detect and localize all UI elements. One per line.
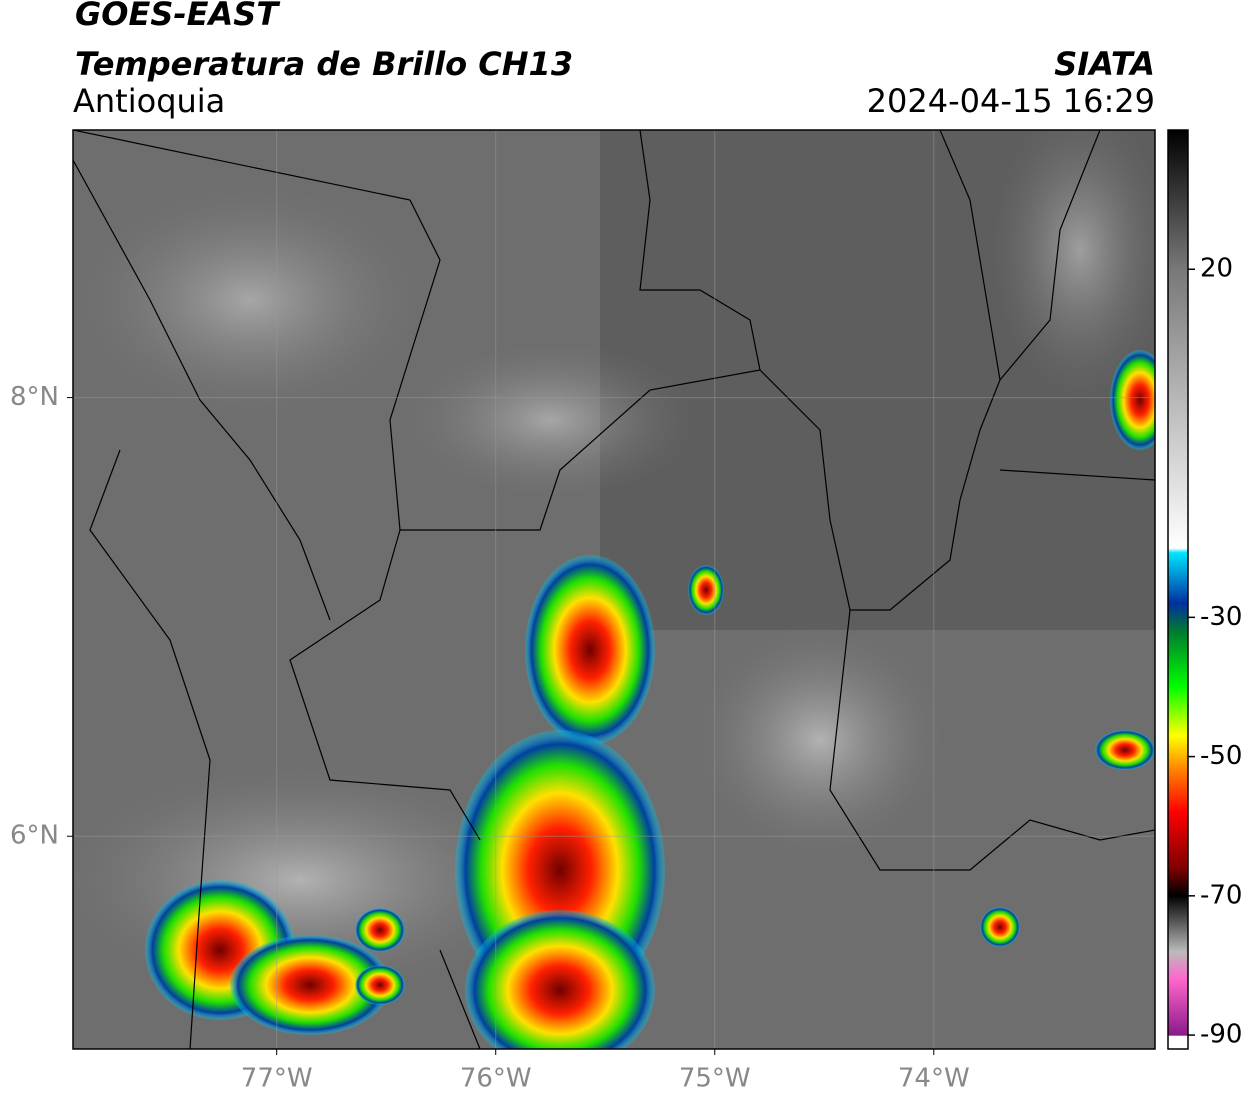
subtitle: Temperatura de Brillo CH13 xyxy=(75,45,573,83)
x-tick-label: 75°W xyxy=(679,1064,751,1094)
colorbar-tick-label: -90 xyxy=(1200,1020,1242,1050)
colorbar-tick-label: -30 xyxy=(1200,602,1242,632)
source: SIATA xyxy=(1054,45,1155,83)
colorbar-tick-label: 20 xyxy=(1200,254,1233,284)
colorbar-tick-label: -50 xyxy=(1200,741,1242,771)
y-tick-label: 8°N xyxy=(10,382,59,412)
x-tick-label: 74°W xyxy=(898,1064,970,1094)
region: Antioquia xyxy=(73,82,225,120)
grid xyxy=(73,130,1155,1049)
satellite-image xyxy=(73,130,1155,1049)
colorbar xyxy=(1167,129,1189,1050)
map-frame xyxy=(72,129,1156,1050)
x-tick-label: 76°W xyxy=(460,1064,532,1094)
colorbar-tick-label: -70 xyxy=(1200,880,1242,910)
datetime: 2024-04-15 16:29 xyxy=(867,82,1155,120)
title: GOES-EAST xyxy=(75,0,280,33)
y-tick-label: 6°N xyxy=(10,821,59,851)
x-tick-label: 77°W xyxy=(241,1064,313,1094)
